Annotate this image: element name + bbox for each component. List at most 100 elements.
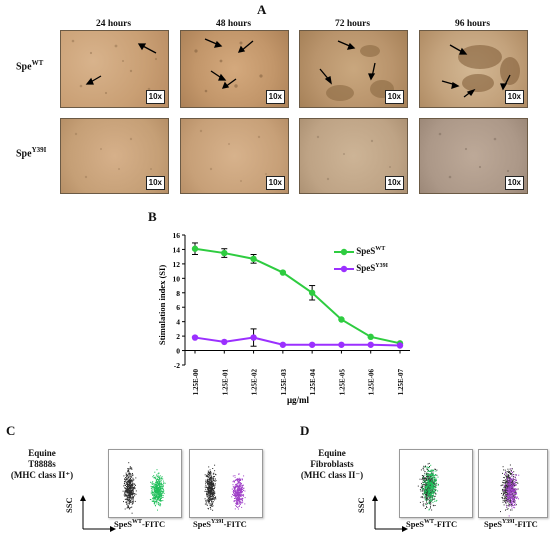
event-dot <box>135 477 137 479</box>
event-dot <box>209 492 211 494</box>
event-dot <box>508 482 510 484</box>
event-dot <box>154 484 156 486</box>
event-dot <box>429 500 431 502</box>
event-dot <box>157 492 159 494</box>
event-dot <box>509 472 511 474</box>
event-dot <box>430 494 432 496</box>
event-dot <box>234 493 236 495</box>
event-dot <box>206 481 208 483</box>
event-dot <box>513 496 515 498</box>
event-dot <box>206 500 208 502</box>
event-dot <box>129 493 131 495</box>
event-dot <box>431 485 433 487</box>
event-dot <box>428 470 430 472</box>
event-dot <box>426 481 428 483</box>
event-dot <box>510 491 512 492</box>
event-dot <box>240 490 241 492</box>
event-dot <box>511 509 513 511</box>
event-dot <box>154 498 156 500</box>
event-dot <box>500 511 501 513</box>
event-dot <box>241 483 242 485</box>
event-dot <box>239 479 241 481</box>
event-dot <box>428 476 430 478</box>
event-dot <box>126 496 128 498</box>
event-dot <box>508 472 509 473</box>
event-dot <box>124 481 126 483</box>
event-dot <box>124 491 126 493</box>
event-dot <box>233 493 235 495</box>
event-dot <box>430 480 432 482</box>
event-dot <box>151 483 153 485</box>
event-dot <box>503 487 505 489</box>
event-dot <box>241 478 243 480</box>
event-dot <box>211 499 213 500</box>
event-dot <box>515 491 517 493</box>
event-dot <box>131 506 133 508</box>
event-dot <box>209 469 211 471</box>
event-dot <box>211 492 213 494</box>
event-dot <box>129 503 131 505</box>
event-dot <box>131 489 133 491</box>
event-dot <box>206 474 208 476</box>
y-tick-label: 14 <box>173 245 181 254</box>
event-dot <box>129 472 131 474</box>
event-dot <box>162 491 164 493</box>
event-dot <box>215 480 217 482</box>
event-dot <box>235 493 237 495</box>
event-dot <box>431 476 433 478</box>
event-dot <box>429 507 431 509</box>
event-dot <box>423 489 425 491</box>
event-dot <box>506 483 508 485</box>
event-dot <box>126 501 128 503</box>
x-tick-label: 1.25E-02 <box>251 369 259 396</box>
event-dot <box>210 485 212 487</box>
event-dot <box>236 499 238 501</box>
event-dot <box>128 474 130 476</box>
event-dot <box>160 490 162 492</box>
event-dot <box>423 481 425 483</box>
event-dot <box>131 494 133 495</box>
event-dot <box>210 492 212 494</box>
event-dot <box>156 479 158 481</box>
event-dot <box>233 481 235 483</box>
event-dot <box>427 478 429 480</box>
event-dot <box>240 494 242 496</box>
event-dot <box>123 483 125 485</box>
event-dot <box>125 487 127 489</box>
event-dot <box>125 474 127 476</box>
event-dot <box>213 495 215 496</box>
event-dot <box>162 488 164 490</box>
event-dot <box>428 489 429 491</box>
event-dot <box>510 499 511 501</box>
event-dot <box>156 489 158 491</box>
event-dot <box>428 462 430 464</box>
event-dot <box>506 480 508 482</box>
event-dot <box>431 470 433 472</box>
event-dot <box>505 483 507 485</box>
event-dot <box>430 495 432 497</box>
event-dot <box>238 489 240 491</box>
event-dot <box>237 485 239 487</box>
event-dot <box>208 472 209 474</box>
event-dot <box>210 482 212 484</box>
data-point-0 <box>221 249 228 257</box>
event-dot <box>426 493 428 495</box>
event-dot <box>507 490 508 492</box>
event-dot <box>157 495 159 497</box>
event-dot <box>505 480 507 482</box>
event-dot <box>158 472 160 474</box>
event-dot <box>125 477 127 479</box>
event-dot <box>508 498 510 500</box>
event-dot <box>508 479 510 481</box>
event-dot <box>233 494 234 496</box>
event-dot <box>127 470 129 472</box>
event-dot <box>513 485 514 486</box>
event-dot <box>126 488 128 490</box>
event-dot <box>506 474 508 476</box>
event-dot <box>237 508 239 510</box>
event-dot <box>422 504 424 506</box>
event-dot <box>128 485 130 487</box>
data-point-0 <box>250 255 257 263</box>
event-dot <box>209 503 211 505</box>
event-dot <box>129 467 131 469</box>
